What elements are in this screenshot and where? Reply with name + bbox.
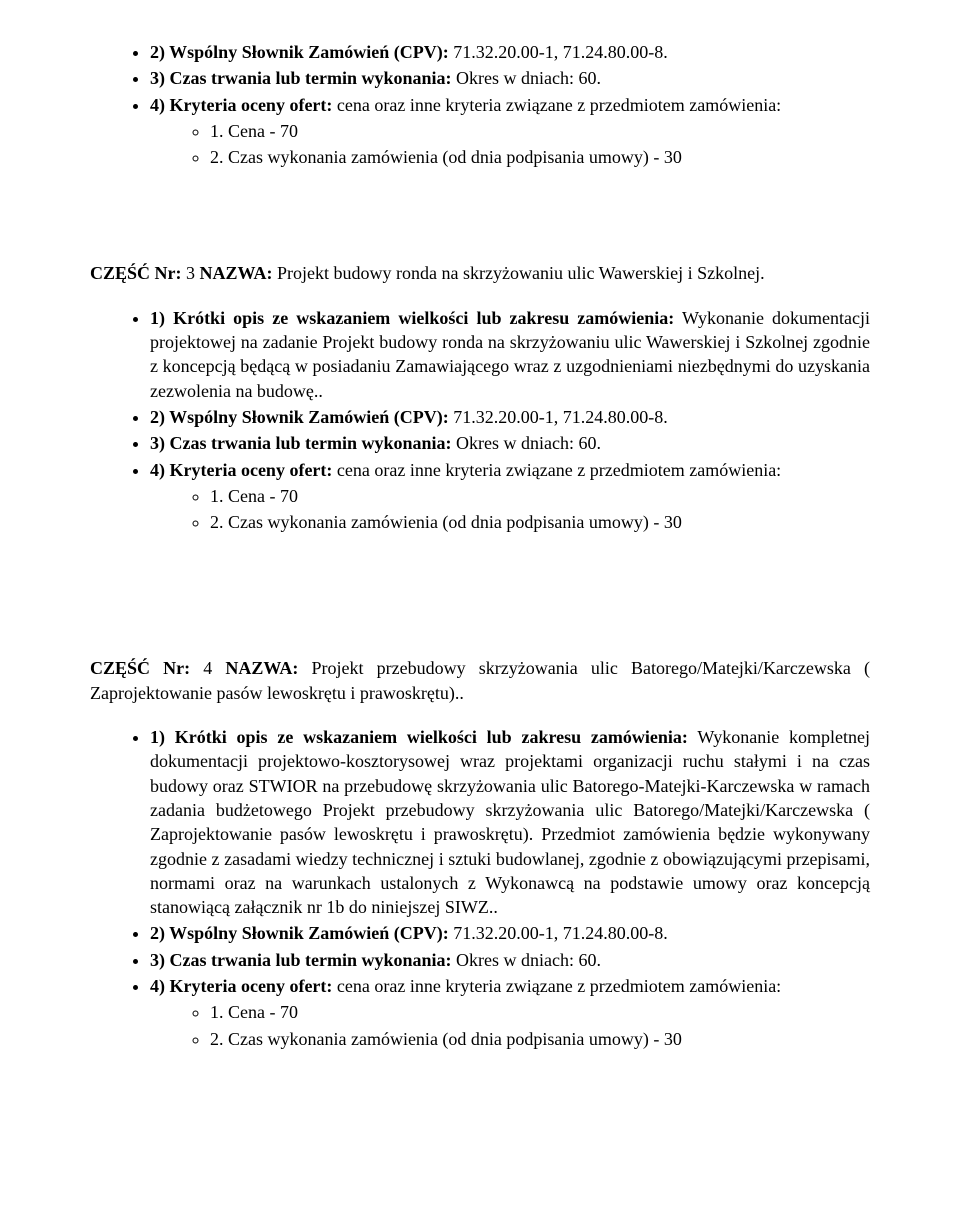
cpv-label: 2) Wspólny Słownik Zamówień (CPV): bbox=[150, 42, 449, 62]
desc-label: 1) Krótki opis ze wskazaniem wielkości l… bbox=[150, 308, 674, 328]
top-list: 2) Wspólny Słownik Zamówień (CPV): 71.32… bbox=[90, 40, 870, 169]
criteria-sub2: 2. Czas wykonania zamówienia (od dnia po… bbox=[210, 145, 870, 169]
cpv-item: 2) Wspólny Słownik Zamówień (CPV): 71.32… bbox=[150, 40, 870, 64]
criteria-value: cena oraz inne kryteria związane z przed… bbox=[332, 460, 781, 480]
criteria-label: 4) Kryteria oceny ofert: bbox=[150, 95, 332, 115]
desc-label: 1) Krótki opis ze wskazaniem wielkości l… bbox=[150, 727, 688, 747]
part4-heading-label: CZĘŚĆ Nr: bbox=[90, 658, 190, 678]
part3-list: 1) Krótki opis ze wskazaniem wielkości l… bbox=[90, 306, 870, 535]
criteria-sub2: 2. Czas wykonania zamówienia (od dnia po… bbox=[210, 510, 870, 534]
criteria-label: 4) Kryteria oceny ofert: bbox=[150, 976, 332, 996]
duration-item: 3) Czas trwania lub termin wykonania: Ok… bbox=[150, 431, 870, 455]
criteria-value: cena oraz inne kryteria związane z przed… bbox=[332, 976, 781, 996]
part4-name-label: NAZWA: bbox=[225, 658, 298, 678]
duration-label: 3) Czas trwania lub termin wykonania: bbox=[150, 950, 452, 970]
duration-value: Okres w dniach: 60. bbox=[452, 68, 601, 88]
criteria-sublist: 1. Cena - 70 2. Czas wykonania zamówieni… bbox=[150, 119, 870, 170]
cpv-item: 2) Wspólny Słownik Zamówień (CPV): 71.32… bbox=[150, 405, 870, 429]
duration-item: 3) Czas trwania lub termin wykonania: Ok… bbox=[150, 66, 870, 90]
duration-value: Okres w dniach: 60. bbox=[452, 950, 601, 970]
part3-name-label: NAZWA: bbox=[200, 263, 273, 283]
cpv-value: 71.32.20.00-1, 71.24.80.00-8. bbox=[449, 407, 668, 427]
criteria-sublist: 1. Cena - 70 2. Czas wykonania zamówieni… bbox=[150, 1000, 870, 1051]
criteria-label: 4) Kryteria oceny ofert: bbox=[150, 460, 332, 480]
cpv-value: 71.32.20.00-1, 71.24.80.00-8. bbox=[449, 923, 668, 943]
cpv-value: 71.32.20.00-1, 71.24.80.00-8. bbox=[449, 42, 668, 62]
criteria-sub2: 2. Czas wykonania zamówienia (od dnia po… bbox=[210, 1027, 870, 1051]
cpv-label: 2) Wspólny Słownik Zamówień (CPV): bbox=[150, 923, 449, 943]
part3-heading-label: CZĘŚĆ Nr: bbox=[90, 263, 182, 283]
desc-item: 1) Krótki opis ze wskazaniem wielkości l… bbox=[150, 306, 870, 403]
criteria-sublist: 1. Cena - 70 2. Czas wykonania zamówieni… bbox=[150, 484, 870, 535]
part3-heading: CZĘŚĆ Nr: 3 NAZWA: Projekt budowy ronda … bbox=[90, 261, 870, 285]
part4-list: 1) Krótki opis ze wskazaniem wielkości l… bbox=[90, 725, 870, 1051]
desc-value: Wykonanie kompletnej dokumentacji projek… bbox=[150, 727, 870, 917]
criteria-sub1: 1. Cena - 70 bbox=[210, 484, 870, 508]
criteria-value: cena oraz inne kryteria związane z przed… bbox=[332, 95, 781, 115]
desc-item: 1) Krótki opis ze wskazaniem wielkości l… bbox=[150, 725, 870, 919]
part3-heading-num: 3 bbox=[182, 263, 200, 283]
criteria-item: 4) Kryteria oceny ofert: cena oraz inne … bbox=[150, 974, 870, 1051]
criteria-item: 4) Kryteria oceny ofert: cena oraz inne … bbox=[150, 93, 870, 170]
criteria-sub1: 1. Cena - 70 bbox=[210, 119, 870, 143]
duration-label: 3) Czas trwania lub termin wykonania: bbox=[150, 68, 452, 88]
cpv-item: 2) Wspólny Słownik Zamówień (CPV): 71.32… bbox=[150, 921, 870, 945]
part3-name-value: Projekt budowy ronda na skrzyżowaniu uli… bbox=[273, 263, 765, 283]
duration-item: 3) Czas trwania lub termin wykonania: Ok… bbox=[150, 948, 870, 972]
criteria-item: 4) Kryteria oceny ofert: cena oraz inne … bbox=[150, 458, 870, 535]
duration-label: 3) Czas trwania lub termin wykonania: bbox=[150, 433, 452, 453]
cpv-label: 2) Wspólny Słownik Zamówień (CPV): bbox=[150, 407, 449, 427]
part4-heading: CZĘŚĆ Nr: 4 NAZWA: Projekt przebudowy sk… bbox=[90, 656, 870, 705]
criteria-sub1: 1. Cena - 70 bbox=[210, 1000, 870, 1024]
duration-value: Okres w dniach: 60. bbox=[452, 433, 601, 453]
part4-heading-num: 4 bbox=[190, 658, 225, 678]
